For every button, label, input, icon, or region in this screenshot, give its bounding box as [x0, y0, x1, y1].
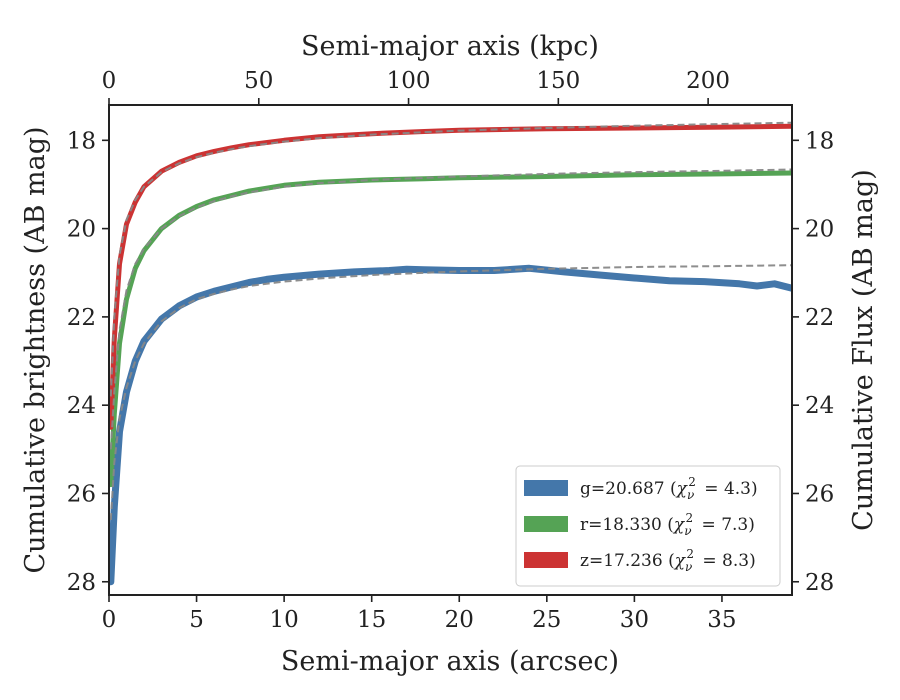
legend-swatch-0: [524, 480, 568, 496]
model-curve-1: [109, 168, 792, 450]
x-tick-label: 5: [189, 607, 204, 633]
x-tick-label: 15: [357, 607, 386, 633]
right-axis-title: Cumulative Flux (AB mag): [848, 169, 879, 531]
model-curves-layer: [109, 121, 792, 521]
legend-label-2: z=17.236 (χν2 = 8.3): [580, 547, 756, 574]
right-tick-label: 26: [805, 481, 834, 507]
legend-label-0: g=20.687 (χν2 = 4.3): [580, 475, 758, 502]
y-tick-label: 18: [67, 128, 96, 154]
series-band-2: [109, 123, 792, 430]
model-curve-2: [109, 121, 792, 397]
x-tick-label: 25: [532, 607, 561, 633]
y-tick-label: 24: [67, 393, 96, 419]
model-curve-0: [109, 264, 792, 521]
legend-label-1: r=18.330 (χν2 = 7.3): [580, 511, 755, 538]
x-tick-label: 30: [620, 607, 649, 633]
legend: g=20.687 (χν2 = 4.3) r=18.330 (χν2 = 7.3)…: [515, 465, 781, 587]
x-tick-label: 10: [269, 607, 298, 633]
y-tick-label: 20: [67, 217, 96, 243]
legend-swatch-1: [524, 516, 568, 532]
top-tick-label: 200: [686, 68, 730, 94]
x-axis-title: Semi-major axis (arcsec): [281, 646, 619, 677]
top-axis-title: Semi-major axis (kpc): [301, 31, 599, 62]
right-tick-label: 28: [805, 570, 834, 596]
series-band-0: [109, 264, 792, 586]
right-tick-label: 24: [805, 393, 834, 419]
y-axis-title: Cumulative brightness (AB mag): [20, 126, 51, 573]
y-tick-label: 28: [67, 570, 96, 596]
top-tick-label: 0: [102, 68, 117, 94]
x-tick-label: 20: [445, 607, 474, 633]
y-tick-label: 26: [67, 481, 96, 507]
right-tick-label: 22: [805, 305, 834, 331]
plot-frame: [108, 104, 793, 596]
right-tick-label: 18: [805, 128, 834, 154]
y-tick-label: 22: [67, 305, 96, 331]
top-tick-label: 50: [244, 68, 273, 94]
ticks-layer: 0 5 10 15 20 25 30 35 0 50 100 150 200 18 18 20 20 22 22 24…: [67, 68, 835, 633]
top-tick-label: 100: [387, 68, 431, 94]
x-tick-label: 0: [102, 607, 117, 633]
series-band-1: [109, 170, 792, 488]
legend-swatch-2: [524, 552, 568, 568]
top-tick-label: 150: [536, 68, 580, 94]
legend-box: [515, 465, 781, 587]
right-tick-label: 20: [805, 217, 834, 243]
x-tick-label: 35: [707, 607, 736, 633]
